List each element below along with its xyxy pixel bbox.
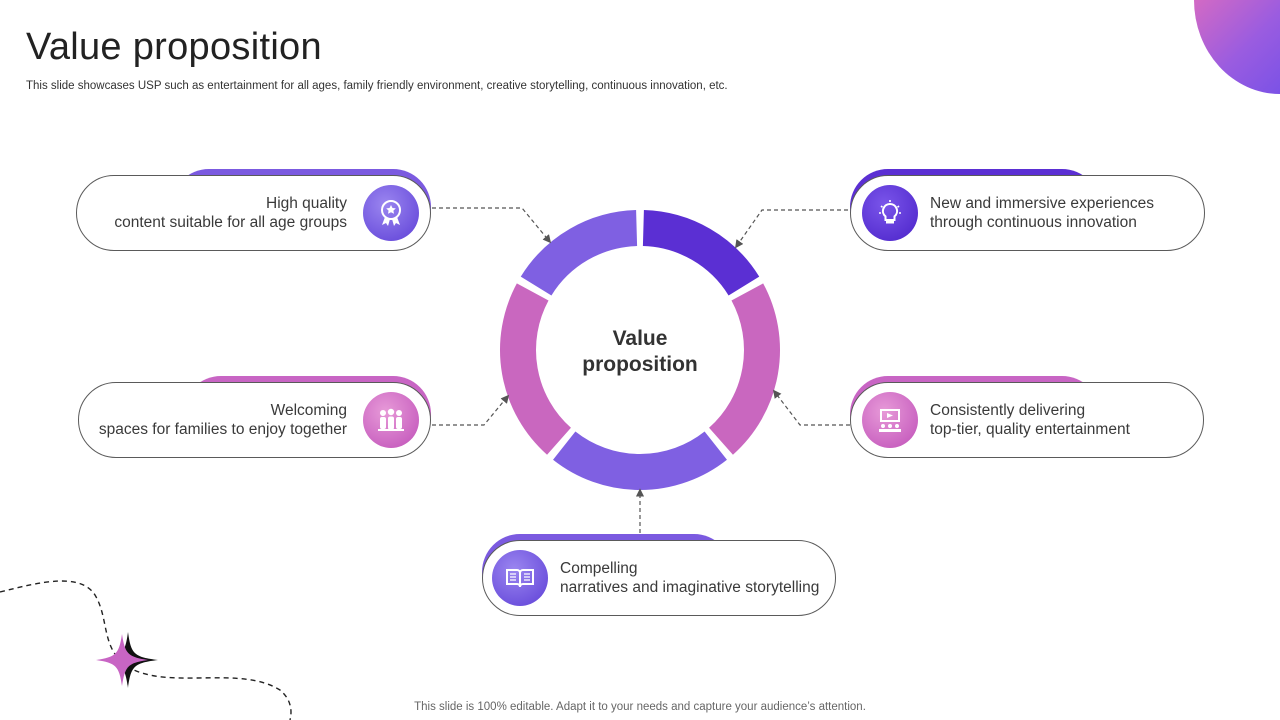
card-line2: top-tier, quality entertainment <box>930 421 1130 438</box>
sparkle-icon <box>96 632 158 688</box>
card-high-quality: High quality content suitable for all ag… <box>76 169 431 251</box>
center-label-line2: proposition <box>582 353 697 376</box>
family-icon <box>363 392 419 448</box>
card-family-spaces: Welcoming spaces for families to enjoy t… <box>78 376 431 458</box>
ring-segment-family <box>500 283 572 455</box>
card-line2: content suitable for all age groups <box>114 214 347 231</box>
connector-mid-left <box>432 394 510 426</box>
card-innovation: New and immersive experiences through co… <box>850 169 1205 251</box>
card-text: New and immersive experiences through co… <box>930 175 1154 251</box>
center-label-line1: Value <box>613 327 668 350</box>
award-badge-icon <box>363 185 419 241</box>
card-text: High quality content suitable for all ag… <box>114 175 347 251</box>
page-title: Value proposition <box>26 26 322 68</box>
card-entertainment: Consistently delivering top-tier, qualit… <box>850 376 1204 458</box>
theater-screen-icon <box>862 392 918 448</box>
card-line2: spaces for families to enjoy together <box>98 421 347 438</box>
card-text: Welcoming spaces for families to enjoy t… <box>99 382 347 458</box>
page-footer: This slide is 100% editable. Adapt it to… <box>414 701 866 713</box>
open-book-icon <box>492 550 548 606</box>
decorative-dashed-curve <box>0 580 292 720</box>
card-line1: Compelling <box>560 560 638 577</box>
card-line1: New and immersive experiences <box>930 195 1154 212</box>
page-subtitle: This slide showcases USP such as enterta… <box>26 80 728 92</box>
card-text: Consistently delivering top-tier, qualit… <box>930 382 1130 458</box>
card-line2: through continuous innovation <box>930 214 1137 231</box>
ring-segment-quality <box>520 210 638 296</box>
lightbulb-icon <box>862 185 918 241</box>
card-line1: High quality <box>266 195 347 212</box>
card-text: Compelling narratives and imaginative st… <box>560 540 819 616</box>
connector-top-right <box>735 209 848 249</box>
card-line1: Consistently delivering <box>930 402 1086 419</box>
ring-segment-entertainment <box>708 283 780 455</box>
card-line1: Welcoming <box>270 402 347 419</box>
card-storytelling: Compelling narratives and imaginative st… <box>482 534 836 616</box>
connector-mid-right <box>772 389 850 426</box>
donut-ring <box>500 210 780 490</box>
ring-segment-innovation <box>642 210 760 296</box>
ring-segment-storytelling <box>553 431 727 490</box>
connector-top-left <box>432 207 552 244</box>
card-line2: narratives and imaginative storytelling <box>560 579 820 596</box>
